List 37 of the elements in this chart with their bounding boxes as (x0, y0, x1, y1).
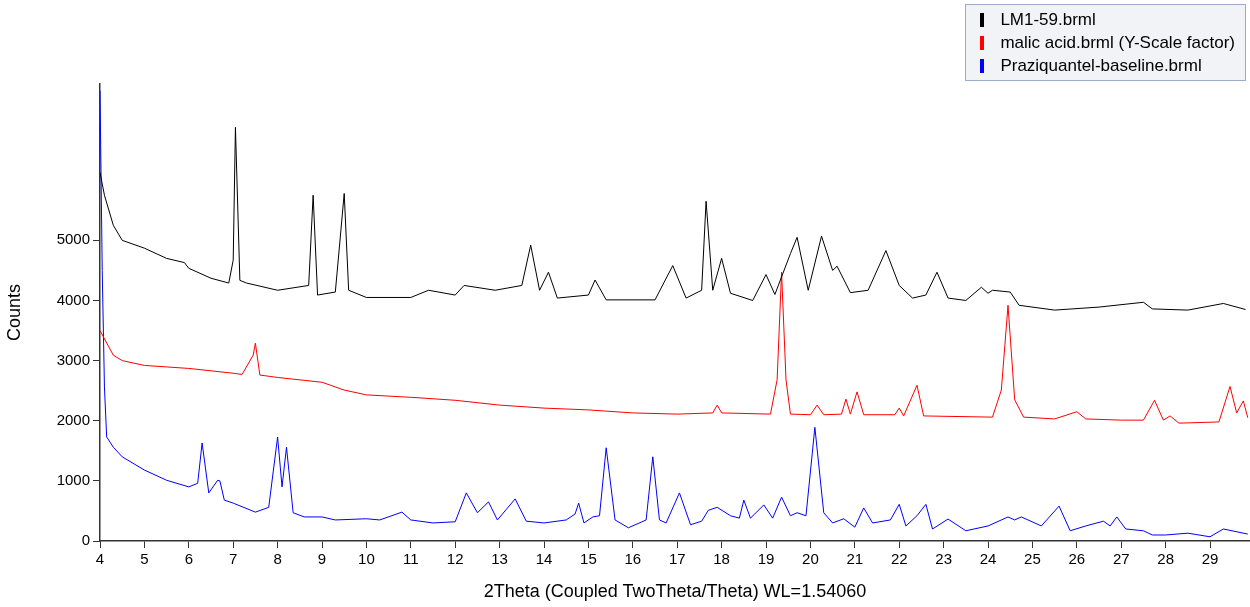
y-tick-label: 1000 (56, 471, 90, 489)
x-tick-label: 26 (1068, 550, 1086, 568)
legend-label: Praziquantel-baseline.brml (1000, 55, 1202, 76)
x-tick-label: 10 (358, 550, 375, 568)
y-axis-title: Counts (3, 283, 24, 342)
legend-label: malic acid.brml (Y-Scale factor) (1000, 32, 1235, 53)
x-tick-label: 25 (1024, 550, 1041, 568)
x-tick-label: 13 (491, 550, 508, 568)
y-tick-label: 0 (81, 531, 90, 549)
x-tick-label: 15 (580, 550, 597, 568)
x-axis-title: 2Theta (Coupled TwoTheta/Theta) WL=1.54060 (483, 581, 867, 602)
x-tick-label: 27 (1112, 550, 1130, 568)
x-tick-label: 21 (846, 550, 864, 568)
y-tick-label: 5000 (56, 230, 90, 248)
x-tick-label: 5 (140, 550, 149, 568)
x-tick-label: 8 (273, 550, 282, 568)
y-tick-label: 4000 (56, 290, 90, 308)
x-tick-label: 24 (979, 550, 997, 568)
x-tick-label: 6 (184, 550, 193, 568)
x-tick-label: 29 (1201, 550, 1219, 568)
x-tick-label: 12 (446, 550, 464, 568)
y-tick-label: 3000 (56, 350, 90, 368)
x-tick-label: 19 (757, 550, 775, 568)
x-tick-label: 14 (535, 550, 553, 568)
y-tick-label: 2000 (56, 410, 90, 428)
x-tick-label: 16 (624, 550, 642, 568)
x-tick-label: 18 (713, 550, 730, 568)
x-tick-label: 4 (95, 550, 105, 568)
x-tick-label: 9 (317, 550, 327, 568)
x-tick-label: 11 (403, 550, 419, 568)
x-tick-label: 20 (802, 550, 819, 568)
x-tick-label: 7 (229, 550, 238, 568)
x-tick-label: 17 (668, 550, 686, 568)
x-tick-label: 28 (1157, 550, 1174, 568)
x-tick-label: 23 (935, 550, 952, 568)
x-tick-label: 22 (890, 550, 908, 568)
legend-label: LM1-59.brml (1000, 9, 1096, 30)
